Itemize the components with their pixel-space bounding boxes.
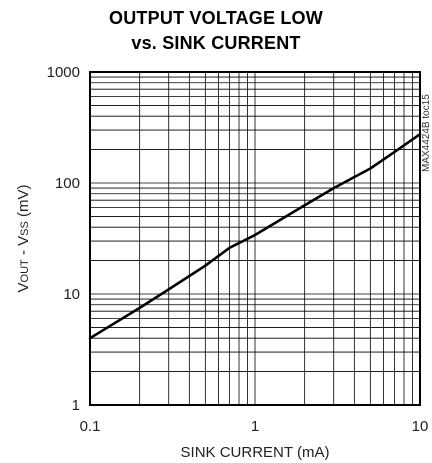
y-label-sub-out: OUT bbox=[19, 259, 31, 283]
plot-frame bbox=[89, 71, 421, 406]
y-label-unit: (mV) bbox=[15, 185, 32, 222]
figure-code: MAX4424B toc15 bbox=[421, 94, 432, 172]
chart-title-line-2: vs. SINK CURRENT bbox=[131, 33, 301, 53]
y-label-v1: V bbox=[15, 282, 32, 292]
y-tick-label: 100 bbox=[55, 175, 80, 192]
x-tick-label: 0.1 bbox=[80, 418, 101, 435]
chart-title-line-1: OUTPUT VOLTAGE LOW bbox=[109, 8, 323, 28]
y-tick-label: 1 bbox=[72, 397, 80, 414]
x-tick-label: 1 bbox=[251, 418, 259, 435]
series-line bbox=[88, 132, 422, 340]
y-label-sub-ss: SS bbox=[19, 221, 31, 236]
grid bbox=[90, 72, 420, 405]
y-tick-label: 10 bbox=[63, 286, 80, 303]
y-axis-label: VOUT - VSS (mV) bbox=[15, 185, 32, 293]
y-label-mid: - V bbox=[15, 236, 32, 259]
x-tick-label: 10 bbox=[412, 418, 429, 435]
y-tick-label: 1000 bbox=[47, 64, 80, 81]
x-axis-label: SINK CURRENT (mA) bbox=[181, 444, 330, 461]
